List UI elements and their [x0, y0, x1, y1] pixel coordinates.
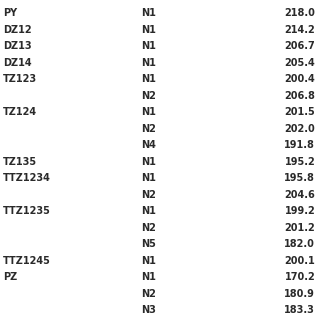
- Text: 205.4: 205.4: [284, 58, 315, 68]
- Text: N1: N1: [141, 8, 156, 18]
- Text: 183.3: 183.3: [284, 305, 315, 315]
- Text: 206.8: 206.8: [284, 91, 315, 100]
- Text: N1: N1: [141, 156, 156, 167]
- Text: TZ135: TZ135: [3, 156, 37, 167]
- Text: N1: N1: [141, 256, 156, 266]
- Text: 195.8: 195.8: [284, 173, 315, 183]
- Text: 202.0: 202.0: [284, 124, 315, 133]
- Text: DZ14: DZ14: [3, 58, 32, 68]
- Text: PZ: PZ: [3, 272, 18, 282]
- Text: N2: N2: [141, 124, 156, 133]
- Text: 191.8: 191.8: [284, 140, 315, 150]
- Text: 199.2: 199.2: [284, 206, 315, 216]
- Text: 218.0: 218.0: [284, 8, 315, 18]
- Text: 201.2: 201.2: [284, 223, 315, 233]
- Text: TTZ1235: TTZ1235: [3, 206, 51, 216]
- Text: 204.6: 204.6: [284, 190, 315, 200]
- Text: PY: PY: [3, 8, 17, 18]
- Text: N3: N3: [141, 305, 156, 315]
- Text: DZ12: DZ12: [3, 25, 32, 35]
- Text: 201.5: 201.5: [284, 107, 315, 117]
- Text: N1: N1: [141, 74, 156, 84]
- Text: 200.4: 200.4: [284, 74, 315, 84]
- Text: N1: N1: [141, 107, 156, 117]
- Text: N1: N1: [141, 41, 156, 51]
- Text: DZ13: DZ13: [3, 41, 32, 51]
- Text: 180.9: 180.9: [284, 289, 315, 299]
- Text: N2: N2: [141, 223, 156, 233]
- Text: 182.0: 182.0: [284, 239, 315, 249]
- Text: TZ124: TZ124: [3, 107, 37, 117]
- Text: N2: N2: [141, 289, 156, 299]
- Text: TTZ1234: TTZ1234: [3, 173, 51, 183]
- Text: TZ123: TZ123: [3, 74, 37, 84]
- Text: 200.1: 200.1: [284, 256, 315, 266]
- Text: 195.2: 195.2: [284, 156, 315, 167]
- Text: 170.2: 170.2: [284, 272, 315, 282]
- Text: N4: N4: [141, 140, 156, 150]
- Text: N1: N1: [141, 206, 156, 216]
- Text: TTZ1245: TTZ1245: [3, 256, 51, 266]
- Text: N1: N1: [141, 272, 156, 282]
- Text: 214.2: 214.2: [284, 25, 315, 35]
- Text: N2: N2: [141, 190, 156, 200]
- Text: N1: N1: [141, 25, 156, 35]
- Text: 206.7: 206.7: [284, 41, 315, 51]
- Text: N1: N1: [141, 173, 156, 183]
- Text: N1: N1: [141, 58, 156, 68]
- Text: N5: N5: [141, 239, 156, 249]
- Text: N2: N2: [141, 91, 156, 100]
